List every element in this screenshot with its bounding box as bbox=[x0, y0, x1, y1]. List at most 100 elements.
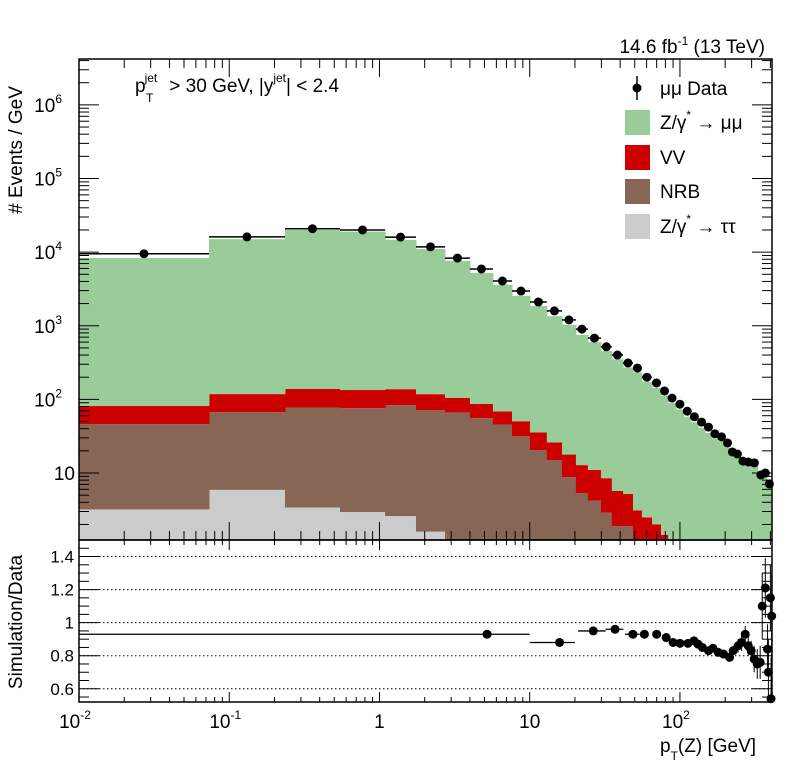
bar-zmumu bbox=[511, 295, 531, 422]
bar-nrb bbox=[587, 500, 602, 540]
bar-zmumu bbox=[492, 284, 513, 412]
data-point bbox=[632, 363, 642, 373]
data-point bbox=[425, 242, 435, 252]
data-point bbox=[642, 372, 652, 382]
bar-ztautau bbox=[79, 509, 210, 540]
legend-text: μμ Data bbox=[660, 79, 728, 100]
bar-vv bbox=[208, 394, 286, 413]
cut-sup-jet: jet bbox=[144, 71, 158, 85]
bar-zmumu bbox=[546, 316, 563, 443]
tick-exponent: 6 bbox=[55, 92, 62, 106]
ratio-point bbox=[760, 583, 770, 593]
bar-zmumu bbox=[79, 258, 210, 407]
ratio-point bbox=[746, 646, 756, 656]
tick-exponent: -2 bbox=[80, 708, 91, 722]
legend-label-nrb: NRB bbox=[660, 182, 700, 203]
cut-sup-jet2: jet bbox=[272, 71, 286, 85]
bar-ztautau bbox=[208, 489, 286, 540]
data-point bbox=[476, 264, 486, 274]
bar-zmumu bbox=[660, 395, 669, 535]
bar-vv bbox=[660, 534, 669, 540]
legend: μμ Data Z/γ* → μμ VV NRB Z/γ* → ττ bbox=[625, 76, 743, 239]
bar-vv bbox=[511, 421, 531, 437]
bar-nrb bbox=[415, 410, 446, 532]
lumi-label: 14.6 fb-1 (13 TeV) bbox=[619, 34, 765, 58]
legend-text: NRB bbox=[660, 182, 700, 203]
bar-zmumu bbox=[705, 432, 713, 540]
ratio-point bbox=[661, 633, 671, 643]
legend-label-zmumu: Z/γ* → μμ bbox=[660, 108, 743, 134]
bar-zmumu bbox=[208, 239, 286, 395]
bar-vv bbox=[444, 397, 471, 413]
data-point bbox=[533, 297, 543, 307]
bar-zmumu bbox=[711, 438, 719, 540]
ratio-panel-frame bbox=[78, 539, 773, 703]
x-tick-label: 1 bbox=[374, 712, 385, 733]
x-tick-label: 10-2 bbox=[59, 708, 91, 733]
bar-zmumu bbox=[757, 478, 765, 540]
bar-nrb bbox=[208, 412, 286, 490]
tick-base: 10 bbox=[662, 712, 683, 733]
bar-vv bbox=[385, 389, 417, 406]
legend-text: Z/γ bbox=[660, 217, 687, 238]
cut-end: | < 2.4 bbox=[286, 76, 339, 97]
y-tick-label: 10 bbox=[54, 464, 75, 485]
lumi-energy: (13 TeV) bbox=[688, 37, 765, 58]
bar-zmumu bbox=[725, 447, 731, 540]
ratio-point bbox=[763, 644, 773, 654]
data-point bbox=[549, 306, 559, 316]
x-tick-label: 10-1 bbox=[209, 708, 241, 733]
legend-text: VV bbox=[660, 148, 686, 169]
tick-base: 10 bbox=[209, 712, 230, 733]
data-point bbox=[307, 224, 317, 234]
bar-zmumu bbox=[530, 306, 548, 433]
bar-zmumu bbox=[766, 486, 773, 540]
bar-zmumu bbox=[415, 249, 446, 395]
tick-base: 1 bbox=[374, 712, 385, 733]
legend-data-marker bbox=[632, 83, 642, 93]
tick-base: 10 bbox=[519, 712, 540, 733]
bar-vv bbox=[79, 406, 210, 425]
y-tick-label: 104 bbox=[34, 239, 62, 264]
bar-vv bbox=[415, 394, 446, 411]
y-tick-label: 102 bbox=[34, 386, 62, 411]
bar-zmumu bbox=[698, 427, 706, 540]
ratio-point bbox=[725, 652, 735, 662]
tick-exponent: -1 bbox=[230, 708, 241, 722]
data-point bbox=[652, 378, 662, 388]
tick-base: 10 bbox=[34, 96, 55, 117]
bar-nrb bbox=[611, 526, 624, 540]
bar-vv bbox=[600, 478, 613, 513]
legend-label-ztautau: Z/γ* → ττ bbox=[660, 212, 736, 238]
bar-vv bbox=[561, 454, 577, 478]
ratio-y-tick-label: 1.2 bbox=[50, 581, 74, 600]
legend-swatch-vv bbox=[625, 145, 650, 170]
cut-mid: > 30 GeV, |y bbox=[164, 76, 274, 97]
data-point bbox=[623, 358, 633, 368]
bar-zmumu bbox=[469, 273, 494, 405]
bar-nrb bbox=[546, 460, 563, 540]
data-point bbox=[732, 449, 742, 459]
bar-vv bbox=[623, 493, 634, 527]
data-points bbox=[79, 224, 774, 489]
ratio-point bbox=[639, 629, 649, 639]
tick-base: 10 bbox=[54, 464, 75, 485]
tick-exponent: 2 bbox=[683, 708, 690, 722]
legend-sup: * bbox=[686, 108, 691, 122]
ratio-point bbox=[610, 624, 620, 634]
y-tick-label: 106 bbox=[34, 92, 62, 117]
bar-vv bbox=[641, 517, 653, 540]
bar-nrb bbox=[385, 405, 417, 517]
bar-zmumu bbox=[339, 231, 386, 391]
bar-zmumu bbox=[611, 359, 624, 491]
ratio-point bbox=[652, 629, 662, 639]
bar-vv bbox=[492, 411, 513, 425]
data-point bbox=[564, 315, 574, 325]
bar-zmumu bbox=[284, 229, 341, 389]
bar-zmumu bbox=[734, 457, 741, 540]
bar-vv bbox=[587, 469, 602, 501]
bar-zmumu bbox=[668, 403, 677, 540]
bar-ztautau bbox=[415, 531, 446, 540]
